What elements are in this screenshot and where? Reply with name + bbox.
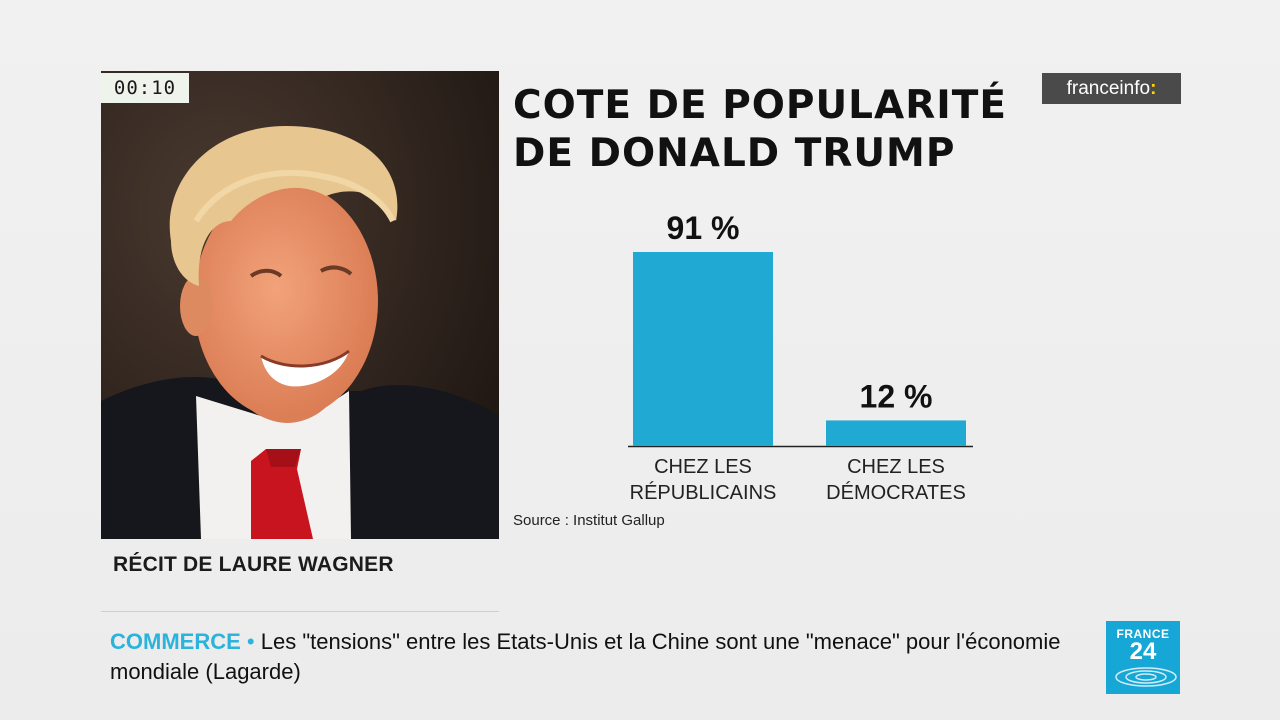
category-label-line: CHEZ LES: [654, 456, 752, 478]
france24-logo: FRANCE 24: [1106, 621, 1180, 694]
channel-wave-icon: [1115, 667, 1177, 687]
category-label-line: RÉPUBLICAINS: [630, 481, 777, 504]
portrait-illustration: [101, 71, 499, 539]
category-label-line: DÉMOCRATES: [826, 481, 966, 504]
bar-value-label-1: 12 %: [860, 378, 933, 414]
chart-title: COTE DE POPULARITÉ DE DONALD TRUMP: [513, 83, 1007, 176]
bar-0: [633, 252, 773, 446]
elapsed-timer: 00:10: [101, 73, 189, 103]
category-label-1: CHEZ LES DÉMOCRATES: [826, 456, 966, 504]
ticker-headline: Les "tensions" entre les Etats-Unis et l…: [110, 629, 1061, 684]
ticker-category: COMMERCE: [110, 629, 241, 654]
bar-value-label-0: 91 %: [667, 210, 740, 246]
franceinfo-logo: franceinfo:: [1042, 73, 1181, 104]
brand-name: franceinfo: [1066, 78, 1151, 99]
news-ticker: COMMERCE • Les "tensions" entre les Etat…: [110, 627, 1090, 687]
channel-logo-line2: 24: [1129, 638, 1157, 665]
brand-colon: :: [1150, 78, 1157, 99]
ticker-bullet: •: [246, 629, 255, 654]
portrait-photo: [101, 71, 499, 539]
chart-source: Source : Institut Gallup: [513, 512, 665, 529]
channel-logo-line1: FRANCE: [1116, 627, 1170, 641]
category-label-line: CHEZ LES: [847, 456, 945, 478]
credit-divider: [101, 611, 499, 612]
category-label-0: CHEZ LES RÉPUBLICAINS: [630, 456, 777, 504]
report-credit: RÉCIT DE LAURE WAGNER: [113, 553, 394, 576]
bar-1: [826, 420, 966, 446]
